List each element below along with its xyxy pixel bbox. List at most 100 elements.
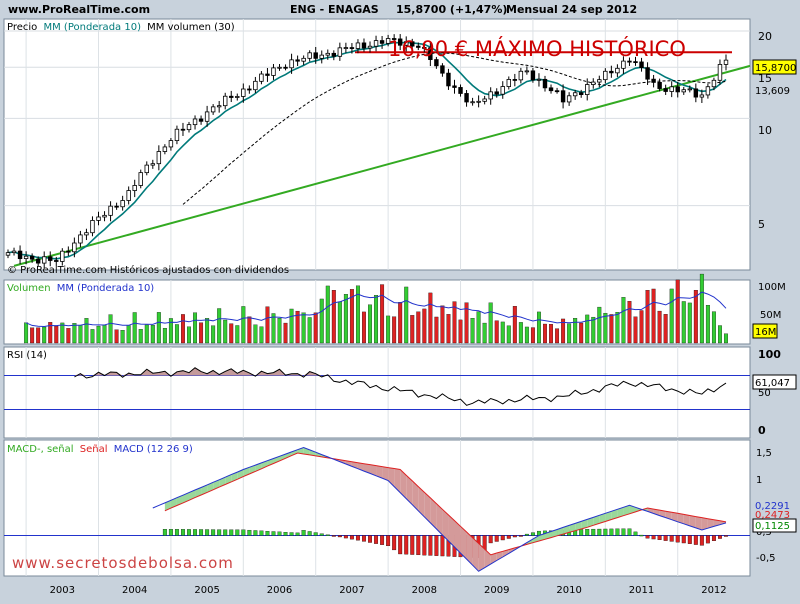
macd-signal-fill <box>170 497 177 509</box>
candle-body <box>385 38 391 44</box>
candle-body <box>29 255 35 260</box>
rsi-tick-0: 0 <box>758 424 766 437</box>
macd-signal-fill <box>617 507 624 518</box>
candle-body <box>524 70 530 73</box>
macd-histogram-bar <box>711 535 716 542</box>
volume-bar <box>162 327 167 344</box>
volume-bar <box>84 318 89 344</box>
volume-bar <box>78 325 83 344</box>
macd-signal-fill <box>587 517 594 528</box>
macd-signal-fill <box>370 464 377 476</box>
macd-histogram-bar <box>615 528 620 536</box>
volume-bar <box>283 322 288 344</box>
volume-bar <box>657 310 662 344</box>
macd-histogram-bar <box>265 531 270 536</box>
x-axis-label-2007: 2007 <box>339 585 364 596</box>
volume-bar <box>380 284 385 344</box>
macd-histogram-bar <box>633 531 638 536</box>
volume-bar <box>724 333 728 344</box>
candle-body <box>90 220 95 234</box>
macd-histogram-bar <box>319 533 324 536</box>
ma-weighted-10-line <box>7 41 727 260</box>
volume-bar <box>108 314 113 344</box>
candle-body <box>162 146 168 152</box>
macd-signal-fill <box>665 511 672 520</box>
volume-bar <box>500 321 505 344</box>
candle-body <box>23 255 29 260</box>
volume-bar <box>536 311 541 344</box>
candle-body <box>11 250 17 254</box>
volume-bar <box>603 312 608 344</box>
volume-bar <box>591 316 596 344</box>
volume-bar <box>289 308 294 344</box>
candle-body <box>180 128 186 131</box>
x-axis-label-2008: 2008 <box>412 585 437 596</box>
volume-bar <box>307 317 312 344</box>
volume-bar <box>187 326 191 344</box>
macd-signal-fill <box>677 513 684 524</box>
candle-body <box>488 91 493 100</box>
candle-body <box>554 90 560 93</box>
macd-signal-fill <box>454 520 461 554</box>
candle-body <box>277 66 282 69</box>
candle-body <box>186 124 192 131</box>
macd-histogram-bar <box>355 535 360 541</box>
candle-body <box>54 260 59 262</box>
candle-body <box>138 172 143 186</box>
macd-histogram-bar <box>277 531 282 536</box>
candle-body <box>391 38 397 40</box>
price-legend-mm: MM (Ponderada 10) <box>43 22 141 33</box>
macd-signal-fill <box>189 490 196 501</box>
macd-signal-fill <box>436 503 443 535</box>
volume-bar <box>54 325 59 344</box>
volume-bar <box>464 302 469 344</box>
candle-body <box>609 70 614 74</box>
x-axis-label-2012: 2012 <box>701 585 726 596</box>
macd-histogram-bar <box>247 529 252 536</box>
macd-signal-fill <box>448 514 455 548</box>
macd-histogram-bar <box>398 535 403 555</box>
volume-bar <box>247 316 252 344</box>
macd-signal-fill <box>406 475 413 505</box>
volume-bar <box>476 311 481 344</box>
macd-signal-fill <box>569 523 576 533</box>
macd-histogram-bar <box>651 535 656 540</box>
macd-signal-fill <box>418 486 425 517</box>
macd-histogram-bar <box>380 535 385 545</box>
candle-body <box>627 60 632 63</box>
macd-histogram-bar <box>422 535 427 556</box>
volume-bar <box>374 295 379 344</box>
candle-body <box>603 70 608 81</box>
candle-body <box>108 205 113 216</box>
macd-signal-fill <box>291 449 298 456</box>
volume-bar <box>434 316 439 344</box>
macd-signal-fill <box>164 500 171 511</box>
candle-body <box>41 256 47 264</box>
volume-bar <box>488 302 493 344</box>
macd-signal-fill <box>345 460 352 467</box>
volume-bar <box>301 312 306 344</box>
volume-bar <box>265 306 270 344</box>
candle-body <box>307 52 312 59</box>
macd-tick-neg-0-5: -0,5 <box>756 553 776 564</box>
macd-histogram-bar <box>621 528 626 536</box>
volume-bar <box>452 301 457 344</box>
candle-body <box>675 86 680 93</box>
volume-bar <box>428 292 433 344</box>
macd-signal-fill <box>285 451 292 459</box>
candle-body <box>428 47 433 60</box>
volume-bar <box>42 326 47 344</box>
volume-tick-100m: 100M <box>758 282 786 293</box>
candle-body <box>615 67 620 74</box>
volume-bar <box>615 312 620 344</box>
ma-value-label: 13,609 <box>755 86 790 97</box>
candle-body <box>66 250 71 253</box>
volume-bar <box>90 329 95 344</box>
volume-bar <box>518 322 523 344</box>
candle-body <box>512 79 518 81</box>
volume-bar <box>229 323 234 344</box>
x-axis-label-2005: 2005 <box>194 585 219 596</box>
macd-histogram-bar <box>494 535 499 542</box>
volume-bar <box>96 325 101 344</box>
macd-histogram-bar <box>645 535 650 539</box>
